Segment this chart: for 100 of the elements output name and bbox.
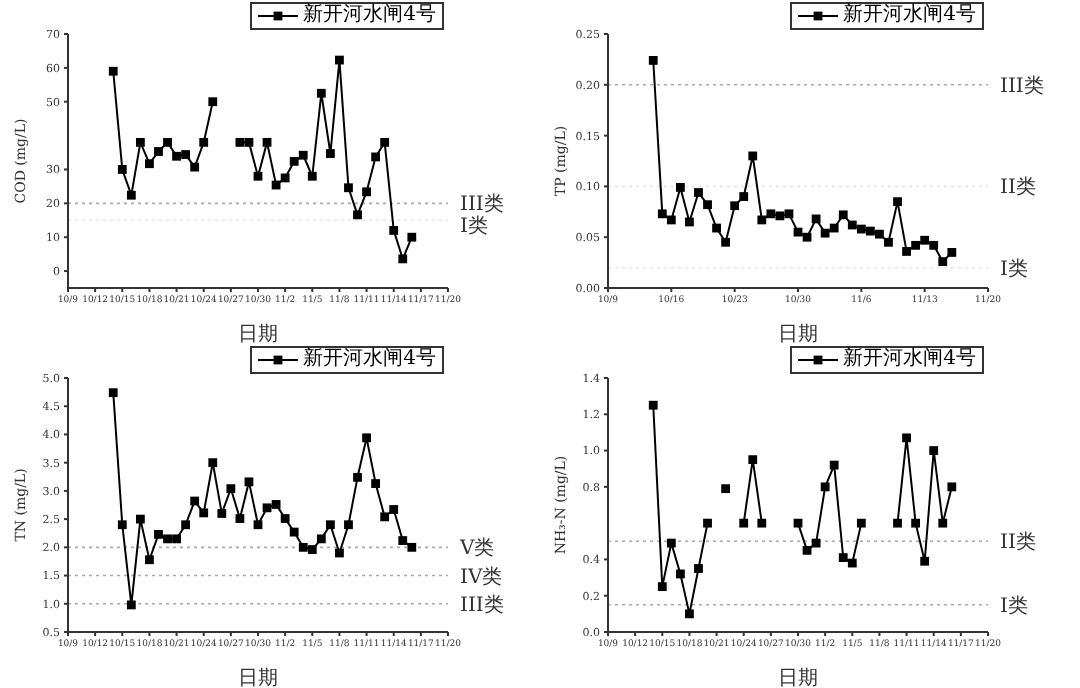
point	[739, 192, 749, 201]
point	[199, 137, 209, 147]
point	[289, 156, 299, 166]
point	[135, 137, 145, 147]
legend-label: 新开河水闸4号	[303, 4, 436, 28]
ref-line-label: IV类	[460, 564, 503, 589]
point	[802, 232, 812, 242]
point	[154, 529, 163, 539]
point	[217, 509, 227, 518]
point	[793, 227, 803, 237]
point	[190, 162, 200, 172]
point	[117, 520, 127, 530]
point	[362, 187, 371, 197]
point	[353, 472, 362, 482]
legend-label: 新开河水闸4号	[843, 4, 976, 28]
point	[911, 240, 921, 250]
ref-line-label: II类	[1000, 175, 1036, 200]
ref-line-label: III类	[1000, 73, 1044, 98]
point	[307, 545, 317, 554]
point	[126, 190, 136, 200]
point	[829, 223, 839, 233]
point	[163, 534, 172, 544]
point	[235, 137, 245, 147]
point	[108, 66, 118, 76]
point	[316, 88, 326, 98]
point	[325, 520, 335, 530]
point	[893, 197, 902, 207]
point	[398, 254, 408, 264]
point	[648, 400, 658, 410]
point	[280, 514, 290, 523]
point	[135, 514, 145, 524]
point	[344, 183, 353, 193]
point	[253, 171, 263, 181]
point	[226, 484, 236, 494]
point	[757, 518, 767, 528]
point	[893, 518, 902, 528]
point	[389, 226, 399, 235]
point	[407, 542, 417, 552]
point	[154, 147, 163, 156]
point	[920, 556, 930, 566]
point	[920, 235, 930, 245]
point	[307, 171, 317, 181]
point	[766, 209, 776, 219]
point	[335, 55, 344, 65]
point	[802, 545, 812, 555]
point	[838, 210, 848, 220]
point	[694, 564, 703, 573]
point	[371, 152, 381, 162]
point	[190, 496, 200, 506]
point	[784, 209, 794, 219]
point	[362, 433, 371, 443]
point	[208, 97, 218, 107]
point	[235, 514, 245, 523]
point	[856, 518, 866, 528]
point	[145, 159, 154, 169]
point	[703, 200, 712, 210]
point	[875, 229, 884, 239]
point	[902, 433, 911, 443]
point	[145, 555, 154, 565]
ref-line-label: V类	[458, 536, 495, 561]
point	[108, 388, 118, 398]
ref-line-label: III类	[460, 192, 504, 217]
ref-line-label: I类	[460, 214, 488, 239]
ref-line-label: III类	[460, 592, 504, 617]
point	[648, 56, 658, 65]
point	[811, 538, 821, 548]
x-axis-title: 日期	[778, 322, 818, 346]
point	[262, 503, 272, 513]
point	[271, 500, 281, 509]
point	[126, 600, 136, 610]
point	[208, 458, 218, 468]
point	[847, 220, 857, 230]
point	[181, 520, 191, 530]
point	[820, 482, 830, 492]
point	[666, 538, 676, 548]
point	[657, 209, 667, 219]
point	[865, 226, 875, 236]
point	[244, 137, 254, 147]
point	[748, 455, 758, 465]
legend-label: 新开河水闸4号	[843, 348, 976, 372]
point	[353, 210, 362, 220]
point	[172, 534, 181, 544]
point	[181, 150, 191, 159]
point	[666, 215, 676, 225]
point	[712, 223, 721, 233]
legend-label: 新开河水闸4号	[303, 348, 436, 372]
point	[847, 558, 857, 568]
point	[253, 520, 263, 530]
point	[820, 228, 830, 238]
point	[938, 257, 948, 266]
point	[929, 446, 939, 455]
point	[344, 520, 353, 530]
ref-line-label: II类	[1000, 530, 1036, 555]
ref-line-label: I类	[1000, 256, 1028, 281]
x-axis-title: 日期	[778, 666, 818, 688]
point	[757, 215, 767, 225]
point	[829, 460, 839, 470]
point	[793, 518, 803, 528]
point	[730, 201, 740, 211]
point	[929, 240, 939, 250]
